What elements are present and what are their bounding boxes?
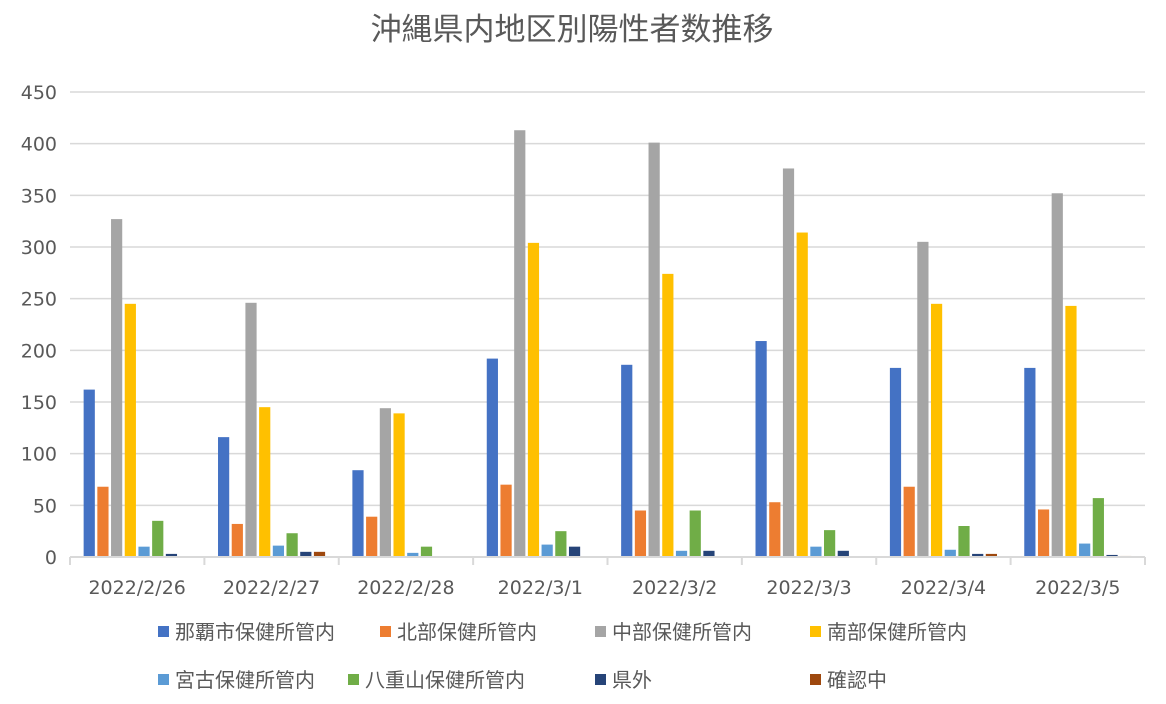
- legend-label: 宮古保健所管内: [175, 668, 315, 692]
- legend-label: 確認中: [827, 668, 887, 692]
- legend-label: 南部保健所管内: [827, 620, 967, 644]
- bar-6-6: [972, 553, 984, 557]
- bar-2-7: [1051, 193, 1063, 557]
- bar-3-0: [124, 303, 136, 557]
- legend-swatch: [810, 626, 821, 637]
- bar-3-1: [259, 407, 271, 557]
- bar-5-1: [286, 533, 298, 557]
- bar-1-6: [903, 486, 915, 557]
- legend-label: 県外: [612, 668, 652, 692]
- y-tick-label: 350: [21, 185, 57, 207]
- legend-swatch: [595, 674, 606, 685]
- bar-0-6: [889, 367, 902, 557]
- bar-5-2: [420, 546, 433, 557]
- bar-4-1: [272, 545, 285, 557]
- bar-4-3: [541, 544, 553, 557]
- bar-2-5: [782, 168, 795, 557]
- legend-label: 八重山保健所管内: [365, 668, 525, 692]
- bar-5-4: [689, 510, 701, 557]
- bar-3-4: [662, 273, 674, 557]
- bar-5-7: [1092, 498, 1104, 557]
- bar-5-5: [824, 530, 836, 557]
- chart-title: 沖縄県内地区別陽性者数推移: [371, 12, 774, 48]
- bar-4-7: [1079, 543, 1091, 557]
- legend-swatch: [158, 626, 169, 637]
- legend-swatch: [380, 626, 391, 637]
- bar-5-0: [152, 520, 164, 557]
- bar-2-1: [245, 302, 257, 557]
- bar-4-5: [810, 546, 822, 557]
- bar-1-0: [97, 486, 109, 557]
- bar-0-7: [1024, 367, 1036, 557]
- bar-1-1: [231, 523, 243, 557]
- y-tick-label: 250: [21, 289, 57, 311]
- x-axis: 2022/2/26 2022/2/27 2022/2/28 2022/3/1 2022/…: [69, 556, 1146, 599]
- bar-0-0: [83, 389, 95, 557]
- y-tick-label: 450: [21, 82, 57, 104]
- bar-0-4: [621, 364, 633, 557]
- bar-3-3: [527, 242, 540, 557]
- x-tick-label: 2022/3/4: [901, 577, 986, 599]
- x-tick-label: 2022/3/2: [632, 577, 717, 599]
- y-tick-label: 400: [21, 134, 57, 156]
- bar-2-3: [514, 130, 526, 557]
- y-axis: 0 50 100 150 200 250 300 350 400 450: [21, 82, 57, 569]
- y-tick-label: 200: [21, 340, 57, 362]
- bar-6-7: [1106, 554, 1118, 557]
- bar-4-4: [675, 550, 688, 557]
- x-tick-label: 2022/2/28: [357, 577, 454, 599]
- x-tick-label: 2022/2/27: [223, 577, 320, 599]
- bar-1-2: [366, 516, 378, 557]
- bar-0-2: [352, 470, 364, 557]
- y-tick-label: 300: [21, 237, 57, 259]
- x-tick-label: 2022/3/3: [766, 577, 851, 599]
- x-tick-label: 2022/3/5: [1035, 577, 1120, 599]
- legend-label: 北部保健所管内: [397, 620, 537, 644]
- bar-1-3: [500, 484, 512, 557]
- gridlines: [70, 91, 1145, 558]
- bar-6-4: [703, 550, 715, 557]
- y-tick-label: 50: [33, 495, 57, 517]
- x-tick-label: 2022/3/1: [498, 577, 583, 599]
- bar-3-6: [930, 303, 943, 557]
- bar-2-4: [648, 142, 660, 557]
- bar-1-5: [769, 502, 781, 557]
- legend-label: 中部保健所管内: [612, 620, 752, 644]
- bar-5-6: [958, 526, 970, 557]
- bar-2-0: [111, 219, 123, 557]
- bar-1-4: [634, 510, 647, 557]
- bar-7-1: [313, 551, 326, 557]
- bar-2-6: [917, 241, 929, 558]
- bar-0-5: [755, 341, 767, 557]
- bar-4-6: [944, 549, 956, 557]
- bar-4-0: [138, 546, 150, 557]
- bar-1-7: [1037, 509, 1050, 557]
- bar-5-3: [555, 531, 567, 557]
- bar-4-2: [407, 552, 419, 557]
- bars: [83, 130, 1132, 558]
- bar-6-1: [300, 551, 312, 557]
- y-tick-label: 100: [21, 444, 57, 466]
- y-tick-label: 0: [45, 547, 57, 569]
- bar-0-3: [486, 358, 498, 557]
- bar-7-6: [985, 553, 997, 557]
- legend-label: 那覇市保健所管内: [175, 620, 335, 644]
- bar-0-1: [218, 437, 230, 557]
- y-tick-label: 150: [21, 392, 57, 414]
- bar-3-5: [796, 232, 808, 558]
- legend-swatch: [158, 674, 169, 685]
- bar-6-5: [837, 550, 849, 557]
- bar-3-2: [393, 413, 405, 557]
- bar-6-0: [165, 553, 178, 557]
- legend-swatch: [810, 674, 821, 685]
- x-tick-label: 2022/2/26: [88, 577, 185, 599]
- bar-3-7: [1065, 305, 1077, 557]
- bar-2-2: [379, 408, 391, 557]
- legend-swatch: [595, 626, 606, 637]
- legend-swatch: [348, 674, 359, 685]
- bar-6-3: [568, 546, 581, 557]
